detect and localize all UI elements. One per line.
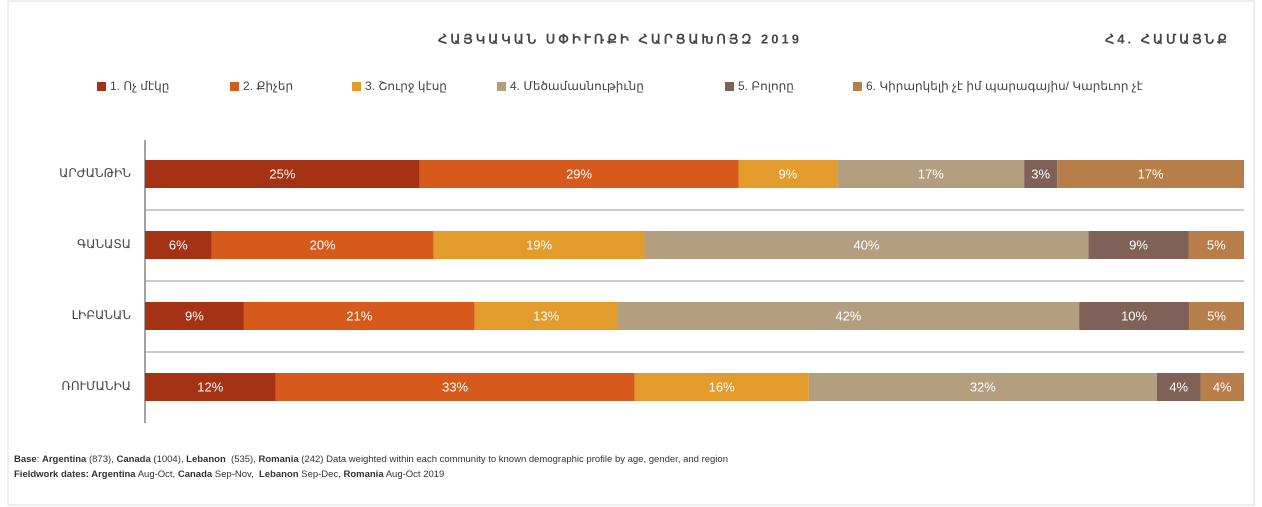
bar-segment [1057,160,1244,188]
footnote: Base: Argentina (873), Canada (1004), Le… [14,454,728,465]
value-label: 5% [1207,308,1226,323]
legend-label: 1. Ոչ մէկը [110,79,169,93]
footnote-part: Base [14,454,37,465]
value-label: 19% [526,237,552,252]
value-label: 9% [779,166,798,181]
category-label: ԳԱՆԱՏԱ [77,237,131,251]
footnote-part: Sep-Dec, [299,469,344,480]
footnote-part: (242) Data weighted within each communit… [299,454,728,465]
legend-label: 3. Շուրջ կէսը [365,79,447,93]
legend-label: 6. Կիրարկելի չէ իմ պարագայիս/ Կարեւոր չէ [866,79,1143,93]
bar-segment [433,231,645,259]
value-label: 13% [533,308,559,323]
footnote-part: Argentina [42,454,87,465]
footnote-part: Romania [343,469,384,480]
value-label: 10% [1121,308,1147,323]
legend-swatch [497,82,506,91]
bar-segment [644,231,1089,259]
category-label: ԼԻԲԱՆԱՆ [72,308,132,322]
bar-segment [634,373,809,401]
legend-swatch [853,82,862,91]
legend-swatch [352,82,361,91]
value-label: 9% [1129,237,1148,252]
footnote-part: : [37,454,42,465]
bar-segment [145,231,212,259]
category-label: ՌՈՒՄԱՆԻԱ [61,379,131,393]
value-label: 32% [970,379,996,394]
value-label: 16% [709,379,735,394]
bar-segment [1188,231,1244,259]
value-label: 5% [1207,237,1226,252]
footnote-part: Aug-Oct, [136,469,178,480]
value-label: 4% [1213,379,1232,394]
bar-segment [211,231,434,259]
value-label: 29% [566,166,592,181]
value-label: 17% [1138,166,1164,181]
value-label: 3% [1031,166,1050,181]
bar-segment [419,160,739,188]
footnote-part: (1004), [151,454,186,465]
bar-segment [1088,231,1189,259]
legend-swatch [230,82,239,91]
footnote-part: Fieldwork dates: Argentina [14,469,136,480]
value-label: 12% [197,379,223,394]
bar-segment [1200,373,1244,401]
footnote-part: Aug-Oct 2019 [384,469,445,480]
footnote: Fieldwork dates: Argentina Aug-Oct, Cana… [14,469,444,480]
footnote-part: (535), [226,454,259,465]
footnote-part: Lebanon [259,469,299,480]
bar-segment [1156,373,1201,401]
footnote-part: Sep-Nov, [212,469,259,480]
legend-label: 2. Քիչեր [243,79,293,93]
bar-segment [808,373,1157,401]
value-label: 9% [185,308,204,323]
value-label: 6% [169,237,188,252]
value-label: 42% [835,308,861,323]
bar-segment [145,160,420,188]
footnote-part: Canada [178,469,213,480]
value-label: 21% [346,308,372,323]
footnote-part: Romania [259,454,300,465]
bar-segment [474,302,618,330]
footnote-part: (873), [86,454,116,465]
bar-segment [275,373,635,401]
bar-segment [145,302,244,330]
bar-segment [617,302,1080,330]
bar-segment [243,302,475,330]
legend-label: 4. Մեծամասնութիւնը [510,79,644,93]
legend-swatch [97,82,106,91]
category-label: ԱՐԺԱՆԹԻՆ [59,166,131,180]
chart-title: ՀԱՅԿԱԿԱՆ ՍՓԻՒՌՔԻ ՀԱՐՑԱԽՈՅԶ 2019 [438,31,802,46]
bar-segment [145,373,276,401]
legend-label: 5. Բոլորը [738,79,794,93]
value-label: 33% [442,379,468,394]
bar-segment [1189,302,1244,330]
footnote-part: Canada [116,454,151,465]
value-label: 25% [269,166,295,181]
legend-swatch [725,82,734,91]
bar-segment [1024,160,1058,188]
value-label: 4% [1169,379,1188,394]
footnote-part: Lebanon [186,454,226,465]
bar-segment [738,160,838,188]
bar-segment [837,160,1025,188]
value-label: 40% [854,237,880,252]
value-label: 17% [918,166,944,181]
bar-segment [1079,302,1190,330]
chart-subtitle: Հ4. ՀԱՄԱՅՆՔ [1105,31,1230,46]
value-label: 20% [310,237,336,252]
